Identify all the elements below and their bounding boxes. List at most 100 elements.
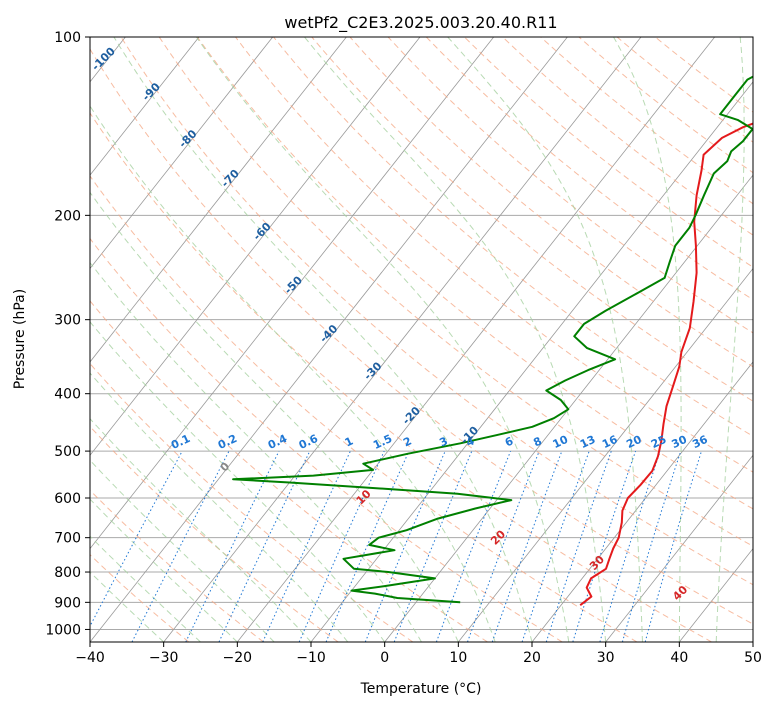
moist-adiabat-line: [90, 261, 422, 642]
moist-adiabat-label: 20: [488, 527, 508, 547]
isotherm-line: [90, 37, 200, 176]
dry-adiabat-line: [90, 112, 712, 642]
isotherm-line: [90, 37, 274, 270]
isotherm-line: [90, 37, 568, 642]
mixing-ratio-line: [325, 450, 410, 642]
dry-adiabat-line: [273, 37, 753, 437]
dry-adiabat-line: [90, 48, 753, 625]
moist-adiabat-label: 0: [218, 460, 233, 475]
dewpoint-profile-line: [232, 75, 753, 604]
mixing-ratio-line: [364, 450, 446, 642]
dry-adiabat-line: [578, 37, 753, 174]
x-tick-label: 30: [597, 650, 615, 666]
isotherm-line: [605, 454, 753, 642]
dry-adiabat-line: [311, 37, 753, 402]
moist-adiabat-line: [715, 37, 745, 642]
moist-adiabat-line: [195, 37, 570, 642]
dry-adiabat-line: [235, 37, 753, 473]
x-tick-label: 10: [449, 650, 467, 666]
x-axis-label: Temperature (°C): [360, 681, 482, 697]
isotherm-line: [384, 174, 753, 642]
moist-adiabat-line: [113, 37, 533, 642]
x-tick-label: 20: [523, 650, 541, 666]
moist-adiabat-line: [90, 372, 349, 642]
dry-adiabat-line: [654, 37, 753, 113]
moist-adiabat-line: [447, 37, 643, 642]
moist-adiabat-line: [90, 459, 275, 642]
dry-adiabat-line: [196, 37, 753, 510]
mixing-ratio-label: 1.5: [371, 432, 394, 452]
isotherm-label: -30: [361, 359, 384, 382]
dry-adiabat-line: [349, 37, 753, 368]
dry-adiabat-line: [425, 37, 753, 301]
dry-adiabat-line: [90, 489, 264, 642]
mixing-ratio-label: 13: [578, 433, 597, 451]
dry-adiabat-line: [540, 37, 753, 205]
x-tick-label: −10: [296, 650, 326, 666]
x-tick-label: −30: [149, 650, 179, 666]
mixing-ratio-label: 0.6: [297, 432, 320, 452]
temperature-profile-line: [579, 122, 753, 606]
mixing-ratio-line: [572, 450, 637, 642]
mixing-ratio-label: 0.4: [266, 432, 289, 452]
isotherm-label: -70: [219, 167, 242, 190]
mixing-ratio-line: [185, 450, 280, 642]
isotherm-line: [236, 37, 716, 642]
isotherm-line: [310, 81, 753, 642]
y-tick-label: 500: [54, 444, 81, 460]
moist-adiabat-line: [90, 105, 496, 642]
isotherm-label: -90: [140, 80, 163, 103]
x-tick-label: 40: [670, 650, 688, 666]
dry-adiabat-line: [120, 37, 753, 586]
y-tick-label: 300: [54, 313, 81, 329]
mixing-ratio-line: [491, 450, 563, 642]
isotherm-line: [752, 641, 753, 642]
mixing-ratio-label: 1: [343, 434, 355, 449]
y-tick-label: 900: [54, 595, 81, 611]
y-tick-label: 1000: [45, 622, 81, 638]
isotherm-label: -20: [400, 404, 423, 427]
moist-adiabat-line: [90, 498, 238, 642]
y-tick-label: 200: [54, 208, 81, 224]
y-tick-label: 800: [54, 565, 81, 581]
mixing-ratio-label: 10: [551, 433, 571, 451]
dry-adiabat-line: [502, 37, 753, 236]
moist-adiabat-line: [90, 191, 459, 642]
x-tick-label: 0: [380, 650, 389, 666]
y-axis-label: Pressure (hPa): [12, 289, 28, 389]
mixing-ratio-label: 25: [649, 433, 668, 451]
plot-frame: [89, 36, 754, 643]
chart-title: wetPf2_C2E3.2025.003.20.40.R11: [284, 13, 557, 33]
dry-adiabat-line: [616, 37, 753, 143]
isotherm-line: [90, 37, 495, 550]
x-tick-label: 50: [744, 650, 762, 666]
x-tick-label: −40: [75, 650, 105, 666]
axes: 0.1 0.2 0.4 0.6 1 1.5 2 3 4 6 8 10 13 16 20 25 30 36-100-…: [45, 30, 762, 666]
dry-adiabat-line: [90, 237, 563, 642]
isotherm-line: [457, 267, 753, 642]
plot-area: [90, 37, 753, 642]
isotherm-label: -50: [282, 273, 305, 296]
dry-adiabat-line: [90, 425, 339, 642]
isotherm-line: [531, 361, 753, 642]
mixing-ratio-line: [644, 450, 702, 642]
mixing-ratio-label: 16: [600, 433, 620, 451]
isotherm-label: -100: [89, 44, 118, 73]
mixing-ratio-line: [131, 450, 230, 642]
moist-adiabat-line: [90, 417, 312, 642]
x-tick-label: −20: [223, 650, 253, 666]
isotherm-label: -80: [176, 127, 199, 150]
dry-adiabat-line: [464, 37, 753, 268]
mixing-ratio-line: [298, 450, 385, 642]
isotherm-line: [90, 37, 347, 363]
mixing-ratio-line: [262, 450, 351, 642]
mixing-ratio-label: 36: [690, 433, 710, 451]
dry-adiabat-line: [158, 37, 753, 547]
mixing-ratio-label: 0.2: [216, 432, 239, 452]
dry-adiabat-line: [387, 37, 753, 334]
dry-adiabat-line: [90, 300, 488, 642]
moist-adiabat-line: [304, 37, 607, 642]
y-tick-label: 700: [54, 531, 81, 547]
dry-adiabat-line: [90, 362, 414, 642]
